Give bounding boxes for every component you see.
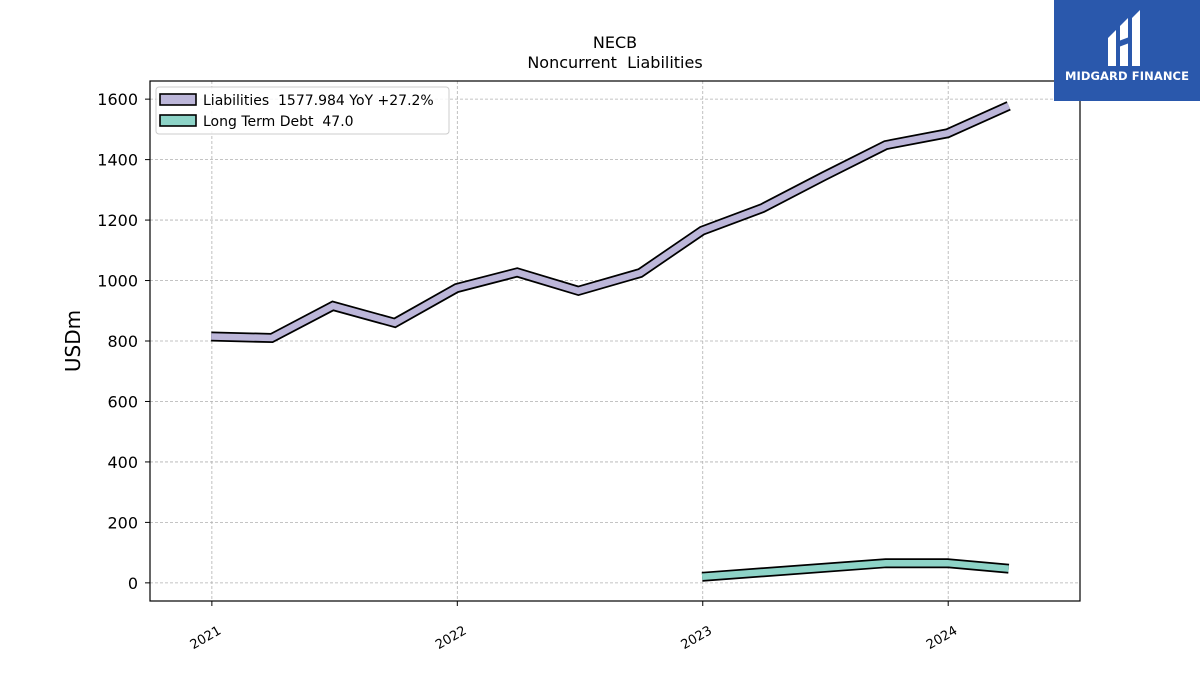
y-tick-label: 0 [128,574,138,593]
y-tick-label: 1400 [97,151,138,170]
legend-label-long-term-debt: Long Term Debt 47.0 [203,114,354,130]
y-axis: 0 200 400 600 800 1000 1200 1400 1600 [97,90,150,593]
series-line-outline [211,101,1011,344]
series-line [701,559,1009,581]
brand-name: MIDGARD FINANCE [1064,69,1190,83]
series-long-term-debt [701,558,1010,582]
series-layer [211,101,1011,582]
legend-label-liabilities: Liabilities 1577.984 YoY +27.2% [203,93,434,109]
legend: Liabilities 1577.984 YoY +27.2% Long Ter… [155,86,450,135]
series-line [211,102,1011,342]
y-tick-label: 800 [107,332,138,351]
chart-title: NECB [593,33,637,52]
y-tick-label: 1600 [97,90,138,109]
y-tick-label: 200 [107,513,138,532]
x-tick-label: 2023 [679,623,715,653]
legend-swatch-long-term-debt [159,114,197,127]
y-axis-label: USDm [61,310,85,372]
grid [150,81,1080,601]
y-tick-label: 1200 [97,211,138,230]
legend-swatch-liabilities [159,93,197,106]
x-tick-label: 2022 [433,623,469,653]
series-liabilities [211,101,1011,344]
y-tick-label: 400 [107,453,138,472]
y-tick-label: 1000 [97,272,138,291]
y-tick-label: 600 [107,392,138,411]
legend-box [155,86,450,135]
x-tick-label: 2024 [924,623,960,653]
midgard-logo-icon [1108,10,1140,66]
x-axis: 2021 2022 2023 2024 [188,601,960,653]
x-tick-label: 2021 [188,623,224,653]
brand-logo: MIDGARD FINANCE [1054,0,1200,101]
chart-subtitle: Noncurrent Liabilities [527,53,702,72]
